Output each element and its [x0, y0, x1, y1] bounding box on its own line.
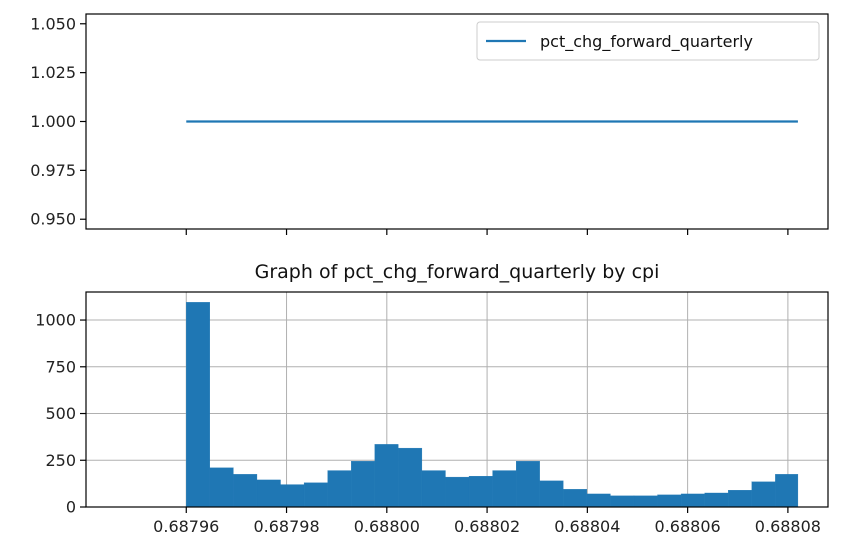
- histogram-bar: [775, 474, 799, 508]
- top-x-axis: [185, 229, 789, 235]
- bottom-y-axis: 0 250 500 750 1000: [35, 311, 86, 517]
- histogram-bar: [680, 493, 705, 508]
- top-ytick-label: 0.950: [30, 210, 76, 229]
- bottom-axes-frame: [85, 291, 829, 508]
- histogram-bar: [610, 495, 635, 508]
- histogram-bar: [468, 476, 493, 508]
- histogram-bar: [657, 494, 682, 508]
- top-y-axis: 0.950 0.975 1.000 1.025 1.050: [30, 14, 86, 229]
- histogram-bar: [351, 461, 375, 508]
- histogram-bar: [563, 489, 588, 508]
- histogram-bar: [209, 467, 234, 508]
- histogram-bar: [516, 461, 540, 508]
- top-ytick-label: 1.025: [30, 63, 76, 82]
- bottom-xtick-label: 0.68808: [755, 517, 821, 536]
- histogram-bar: [704, 492, 729, 508]
- histogram-bar: [186, 302, 210, 508]
- histogram-bar: [256, 479, 281, 508]
- top-ytick-label: 1.000: [30, 112, 76, 131]
- histogram-bar: [280, 484, 305, 508]
- legend-label: pct_chg_forward_quarterly: [540, 32, 753, 52]
- bottom-xtick-label: 0.68800: [354, 517, 420, 536]
- histogram-bar: [421, 470, 446, 508]
- top-ytick-label: 0.975: [30, 161, 76, 180]
- bottom-x-axis: 0.68796 0.68798 0.68800 0.68802 0.68804 0.688…: [153, 507, 821, 536]
- bottom-subplot: Graph of pct_chg_forward_quarterly by cp…: [35, 261, 829, 536]
- top-subplot: 0.950 0.975 1.000 1.025 1.050 pct_chg_forwar…: [30, 13, 829, 235]
- histogram-bars: [186, 302, 799, 508]
- histogram-bar: [327, 470, 352, 508]
- top-axes-frame: [85, 13, 829, 230]
- histogram-bar: [728, 490, 752, 508]
- histogram-bar: [233, 474, 258, 508]
- bottom-ytick-label: 250: [45, 451, 76, 470]
- bottom-ytick-label: 750: [45, 357, 76, 376]
- bottom-xtick-label: 0.68802: [454, 517, 520, 536]
- bottom-ytick-label: 1000: [35, 311, 76, 330]
- histogram-bar: [445, 476, 470, 508]
- chart-title: Graph of pct_chg_forward_quarterly by cp…: [255, 261, 660, 283]
- legend: pct_chg_forward_quarterly: [476, 21, 820, 61]
- legend-box: [476, 21, 820, 61]
- histogram-bar: [633, 495, 658, 508]
- histogram-bar: [374, 444, 399, 508]
- histogram-bar: [539, 480, 564, 508]
- bottom-xtick-label: 0.68796: [153, 517, 219, 536]
- histogram-bar: [492, 470, 517, 508]
- bottom-ytick-label: 500: [45, 404, 76, 423]
- top-ytick-label: 1.050: [30, 14, 76, 33]
- histogram-bar: [303, 482, 328, 508]
- histogram-bar: [751, 481, 776, 508]
- bottom-xtick-label: 0.68798: [253, 517, 319, 536]
- bottom-xtick-label: 0.68804: [554, 517, 620, 536]
- histogram-bar: [586, 493, 611, 508]
- bottom-xtick-label: 0.68806: [655, 517, 721, 536]
- bottom-ytick-label: 0: [66, 498, 76, 517]
- histogram-bar: [398, 447, 423, 508]
